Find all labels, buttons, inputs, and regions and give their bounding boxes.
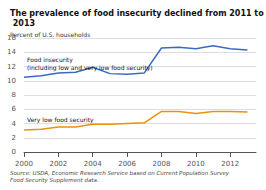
- svg-text:4: 4: [12, 120, 17, 128]
- svg-text:2000: 2000: [15, 160, 33, 168]
- svg-text:8: 8: [12, 91, 16, 99]
- svg-text:2: 2: [12, 134, 16, 142]
- svg-text:Source: USDA, Economic Researc: Source: USDA, Economic Research Service …: [10, 170, 230, 177]
- svg-text:Food insecurity: Food insecurity: [27, 56, 73, 64]
- svg-text:Food Security Supplement data.: Food Security Supplement data.: [10, 177, 99, 184]
- svg-text:(including low and very low fo: (including low and very low food securit…: [27, 64, 153, 72]
- svg-text:2010: 2010: [187, 160, 205, 168]
- svg-text:12: 12: [7, 63, 16, 71]
- svg-text:6: 6: [12, 105, 17, 113]
- svg-text:10: 10: [7, 77, 16, 85]
- svg-text:2002: 2002: [49, 160, 67, 168]
- svg-text:2006: 2006: [118, 160, 136, 168]
- svg-text:Percent of U.S. households: Percent of U.S. households: [10, 31, 90, 38]
- svg-text:2013: 2013: [10, 19, 35, 28]
- svg-text:2004: 2004: [84, 160, 102, 168]
- svg-text:0: 0: [12, 148, 16, 156]
- svg-text:2012: 2012: [221, 160, 239, 168]
- svg-text:The prevalence of food insecur: The prevalence of food insecurity declin…: [10, 9, 264, 18]
- svg-text:16: 16: [7, 34, 16, 42]
- svg-text:Very low food security: Very low food security: [27, 116, 94, 124]
- svg-text:2008: 2008: [153, 160, 171, 168]
- svg-text:14: 14: [7, 48, 16, 56]
